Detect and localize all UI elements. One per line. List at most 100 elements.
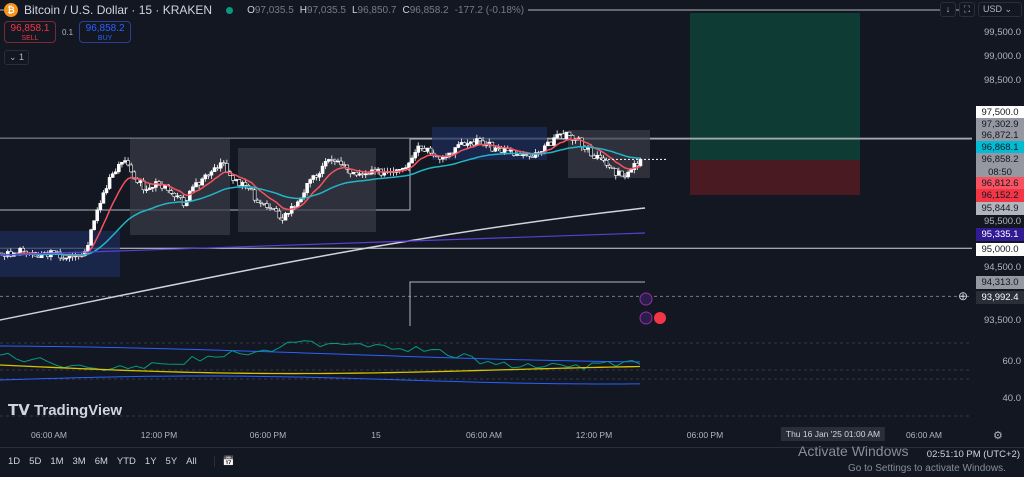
range-button-ytd[interactable]: YTD — [116, 455, 136, 467]
candle — [286, 212, 291, 215]
candle — [419, 145, 424, 149]
candle — [191, 186, 195, 192]
quantity[interactable]: 0.1 — [62, 27, 74, 37]
candle — [626, 171, 630, 178]
candle — [620, 170, 624, 177]
candle — [277, 210, 282, 219]
tradingview-logo[interactable]: 𝗧𝗩 TradingView — [8, 402, 123, 419]
price-label: 93,500.0 — [984, 315, 1021, 326]
candle — [249, 188, 254, 191]
price-label: 98,500.0 — [984, 75, 1021, 86]
candle — [166, 184, 171, 191]
candle — [52, 250, 56, 253]
fullscreen-icon[interactable]: ⛶ — [959, 2, 975, 17]
add-alert-icon[interactable]: ⊕ — [958, 289, 969, 303]
candle — [638, 159, 643, 167]
price-tag: 95,844.9 — [976, 202, 1024, 215]
range-button-1d[interactable]: 1D — [8, 455, 21, 467]
candle — [64, 257, 69, 260]
candle — [447, 152, 451, 158]
range-button-1m[interactable]: 1M — [50, 455, 64, 467]
candle — [598, 154, 603, 159]
candle — [292, 206, 297, 208]
candle — [243, 182, 248, 186]
candle — [441, 156, 445, 160]
candle — [521, 154, 525, 157]
candle — [348, 169, 353, 175]
candle — [416, 145, 421, 153]
candle — [129, 164, 133, 173]
price-chart[interactable] — [0, 0, 972, 420]
candle — [203, 174, 208, 180]
rectangle-drawing — [568, 130, 650, 178]
candle — [92, 220, 96, 231]
range-button-3m[interactable]: 3M — [72, 455, 86, 467]
candle — [604, 160, 609, 166]
collapse-indicators-button[interactable]: ⌄ 1 — [4, 50, 30, 65]
range-button-5d[interactable]: 5D — [29, 455, 42, 467]
arrow-down-icon[interactable]: ↓ — [940, 2, 956, 17]
candle — [530, 155, 535, 158]
price-tag: 08:50 — [976, 166, 1024, 179]
candle — [336, 160, 340, 163]
candle — [586, 147, 590, 150]
chart-top-controls: ↓ ⛶ USD ⌄ — [940, 2, 1022, 17]
time-label: 06:00 AM — [466, 430, 502, 440]
candle — [138, 180, 143, 183]
candle — [86, 244, 90, 252]
candle — [407, 162, 411, 168]
candle — [120, 161, 124, 165]
candle — [240, 182, 245, 186]
range-button-all[interactable]: All — [186, 455, 197, 467]
range-button-1y[interactable]: 1Y — [144, 455, 157, 467]
candle — [61, 257, 66, 260]
candle — [610, 166, 615, 169]
price-tag: 97,302.9 — [976, 118, 1024, 131]
osc-label: 40.0 — [1002, 393, 1022, 404]
goto-date-icon[interactable]: 📅 — [213, 455, 235, 467]
time-label: 15 — [371, 430, 381, 440]
candle — [617, 170, 621, 176]
candle — [283, 213, 288, 221]
candle — [475, 138, 479, 146]
price-tag: 95,335.1 — [976, 228, 1024, 241]
candle — [323, 161, 328, 167]
bitcoin-icon: ₿ — [4, 3, 18, 17]
candle — [632, 163, 637, 170]
candle — [351, 171, 356, 175]
range-line — [409, 281, 645, 326]
candle — [413, 152, 417, 159]
candle — [567, 131, 572, 136]
candle — [320, 165, 325, 174]
candle — [570, 135, 575, 141]
candle — [397, 169, 402, 171]
candle — [89, 229, 93, 246]
price-label: 99,000.0 — [984, 51, 1021, 62]
candle — [450, 152, 454, 155]
candle — [126, 160, 130, 166]
sell-button[interactable]: 96,858.1 SELL — [4, 21, 56, 43]
currency-select[interactable]: USD ⌄ — [978, 2, 1022, 17]
candle — [317, 173, 322, 178]
candle — [212, 167, 217, 173]
us-flag-event-icon — [654, 312, 666, 324]
candle — [462, 142, 467, 146]
settings-gear-icon[interactable]: ⚙ — [993, 430, 1003, 442]
buy-button[interactable]: 96,858.2 BUY — [79, 21, 132, 43]
candle — [36, 255, 41, 258]
price-axis[interactable]: 99,500.0 99,000.0 98,500.0 95,500.0 94,500.0… — [958, 0, 1024, 420]
range-button-6m[interactable]: 6M — [94, 455, 108, 467]
candle — [546, 141, 550, 147]
price-tag: 93,992.4 — [976, 291, 1024, 304]
clock[interactable]: 02:51:10 PM (UTC+2) — [926, 449, 1020, 460]
candle — [613, 168, 618, 176]
symbol-title[interactable]: Bitcoin / U.S. Dollar · 15 · KRAKEN — [24, 3, 213, 17]
candle — [555, 134, 559, 138]
range-button-5y[interactable]: 5Y — [165, 455, 178, 467]
candle — [252, 189, 257, 201]
long-profit-zone — [690, 13, 860, 160]
candle — [225, 163, 229, 173]
candle — [21, 247, 25, 252]
candle — [178, 195, 183, 198]
candle — [330, 159, 334, 161]
